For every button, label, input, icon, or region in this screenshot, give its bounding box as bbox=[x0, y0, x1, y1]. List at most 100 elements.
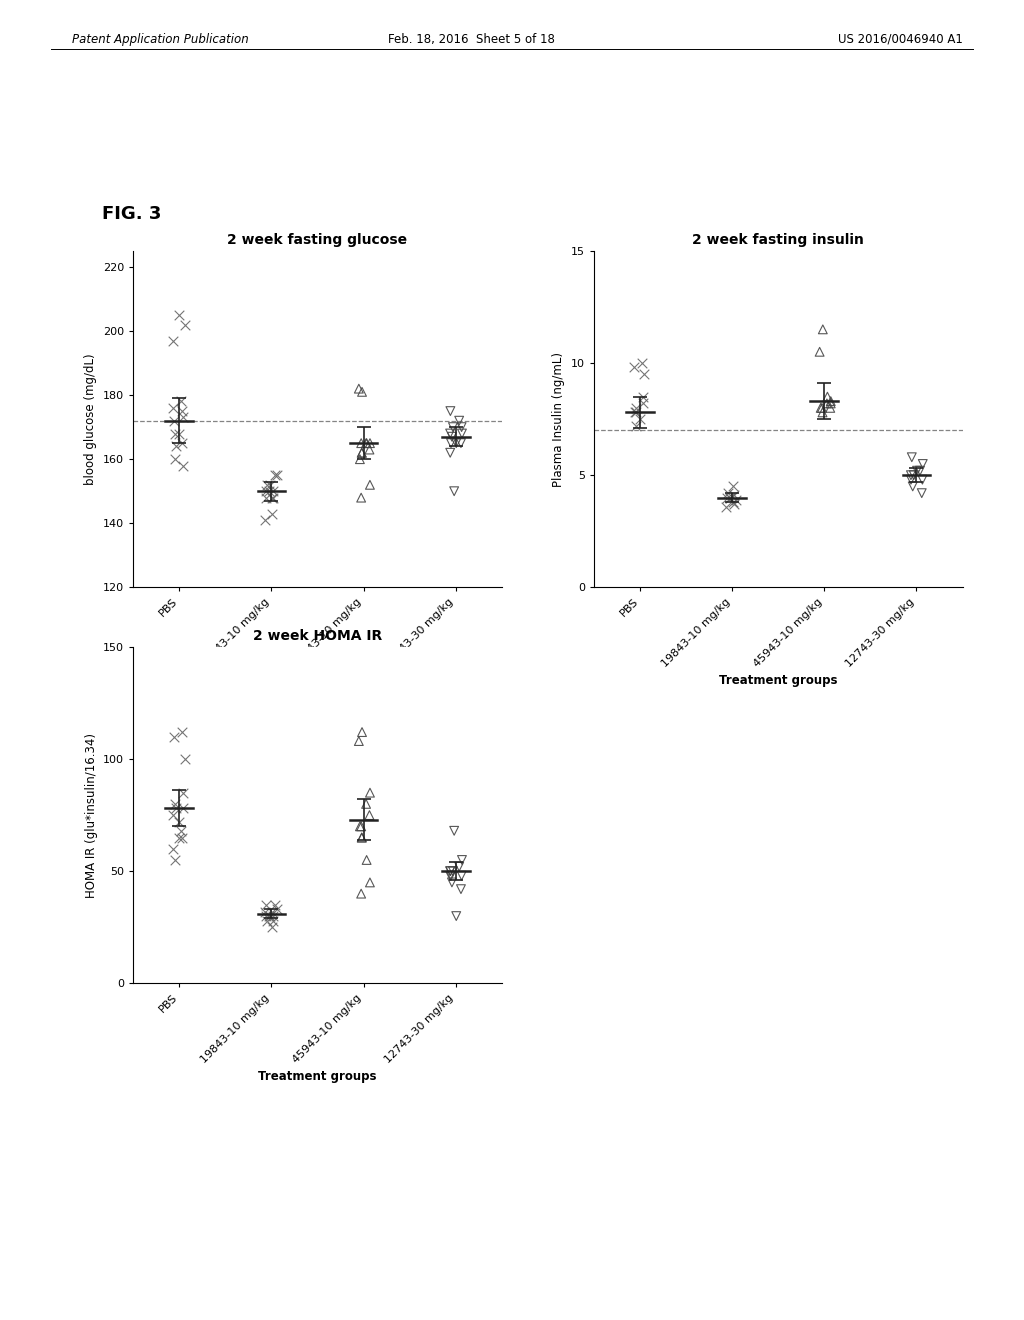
Point bbox=[165, 397, 181, 418]
Point bbox=[635, 363, 651, 385]
Point bbox=[822, 393, 839, 414]
Point bbox=[267, 895, 284, 916]
Point bbox=[166, 411, 182, 432]
X-axis label: Treatment groups: Treatment groups bbox=[258, 675, 377, 688]
Point bbox=[173, 433, 189, 454]
Point bbox=[446, 820, 463, 841]
Point bbox=[257, 895, 273, 916]
Point bbox=[442, 865, 459, 886]
Point bbox=[263, 902, 280, 923]
Point bbox=[449, 906, 465, 927]
Point bbox=[177, 748, 194, 770]
Point bbox=[442, 865, 459, 886]
Point bbox=[453, 433, 469, 454]
Point bbox=[814, 401, 830, 422]
Point bbox=[351, 816, 368, 837]
Point bbox=[177, 314, 194, 335]
Point bbox=[453, 879, 469, 900]
Point bbox=[358, 433, 375, 454]
Point bbox=[174, 781, 190, 803]
Point bbox=[174, 407, 190, 428]
Point bbox=[265, 487, 282, 508]
Point bbox=[626, 356, 642, 378]
Point bbox=[265, 480, 282, 502]
Point bbox=[167, 793, 183, 814]
Point bbox=[443, 871, 460, 892]
Y-axis label: HOMA IR (glu*insulin/16.34): HOMA IR (glu*insulin/16.34) bbox=[85, 733, 97, 898]
Point bbox=[261, 906, 278, 927]
Point bbox=[629, 401, 645, 422]
Point bbox=[913, 483, 930, 504]
Point bbox=[815, 318, 831, 339]
Point bbox=[353, 442, 370, 463]
Point bbox=[454, 422, 470, 444]
Point bbox=[265, 906, 282, 927]
Point bbox=[718, 496, 734, 517]
Point bbox=[258, 480, 274, 502]
Title: 2 week HOMA IR: 2 week HOMA IR bbox=[253, 628, 382, 643]
Point bbox=[361, 804, 378, 826]
Point bbox=[444, 417, 461, 438]
Point bbox=[353, 826, 370, 847]
Point bbox=[361, 781, 378, 803]
Point bbox=[259, 909, 275, 931]
Point bbox=[171, 826, 187, 847]
Point bbox=[173, 820, 189, 841]
Point bbox=[634, 352, 650, 374]
Point bbox=[905, 465, 922, 486]
Point bbox=[351, 449, 368, 470]
Point bbox=[361, 474, 378, 495]
Point bbox=[174, 455, 190, 477]
Point bbox=[353, 433, 370, 454]
Point bbox=[444, 861, 461, 882]
Point bbox=[361, 871, 378, 892]
Point bbox=[726, 484, 742, 506]
Point bbox=[442, 861, 459, 882]
Point bbox=[811, 341, 827, 362]
Point bbox=[446, 480, 463, 502]
Point bbox=[720, 483, 736, 504]
Point bbox=[361, 433, 378, 454]
Point bbox=[353, 883, 370, 904]
Point bbox=[174, 400, 190, 421]
Point bbox=[168, 797, 184, 818]
Point bbox=[819, 385, 836, 407]
Y-axis label: Plasma Insulin (ng/mL): Plasma Insulin (ng/mL) bbox=[552, 351, 565, 487]
Point bbox=[174, 797, 190, 818]
Point bbox=[171, 305, 187, 326]
Point bbox=[350, 730, 367, 751]
Point bbox=[819, 393, 836, 414]
Point bbox=[257, 902, 273, 923]
Point bbox=[167, 422, 183, 444]
Point bbox=[822, 391, 839, 412]
Point bbox=[171, 812, 187, 833]
Point bbox=[354, 381, 371, 403]
Text: FIG. 3: FIG. 3 bbox=[102, 205, 162, 223]
Point bbox=[167, 449, 183, 470]
Point bbox=[914, 454, 931, 475]
Point bbox=[628, 397, 644, 418]
Point bbox=[454, 850, 470, 871]
Point bbox=[909, 461, 926, 482]
Text: Feb. 18, 2016  Sheet 5 of 18: Feb. 18, 2016 Sheet 5 of 18 bbox=[388, 33, 554, 46]
Point bbox=[635, 385, 651, 407]
Point bbox=[167, 850, 183, 871]
Title: 2 week fasting glucose: 2 week fasting glucose bbox=[227, 232, 408, 247]
Point bbox=[358, 433, 375, 454]
Point bbox=[258, 906, 274, 927]
Point bbox=[443, 426, 460, 447]
Point bbox=[265, 909, 282, 931]
Point bbox=[724, 491, 740, 512]
Point bbox=[260, 480, 276, 502]
Point bbox=[454, 865, 470, 886]
Point bbox=[263, 487, 280, 508]
Point bbox=[350, 378, 367, 399]
Point bbox=[353, 816, 370, 837]
Point bbox=[257, 510, 273, 531]
Point bbox=[260, 906, 276, 927]
Point bbox=[449, 433, 465, 454]
Point bbox=[174, 826, 190, 847]
Text: Patent Application Publication: Patent Application Publication bbox=[72, 33, 249, 46]
Point bbox=[165, 804, 181, 826]
Point bbox=[627, 401, 643, 422]
